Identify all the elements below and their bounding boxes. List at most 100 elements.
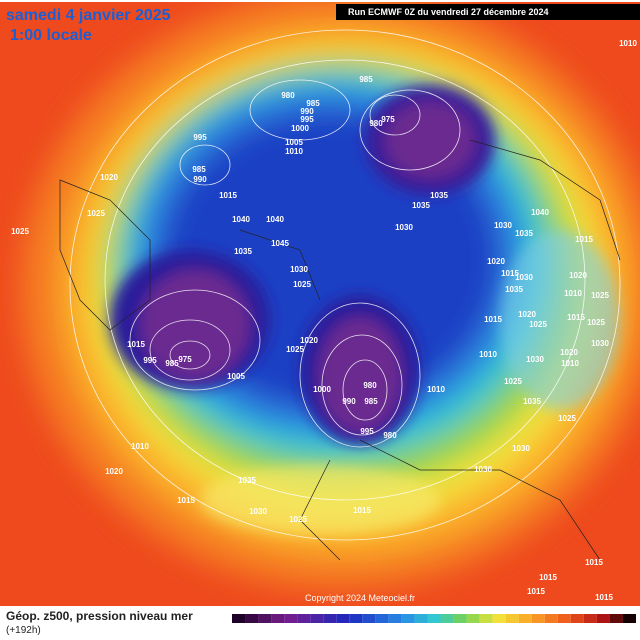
isobar-label: 1005 — [285, 138, 303, 147]
local-time: 1:00 locale — [10, 27, 92, 44]
isobar-label: 1040 — [232, 215, 250, 224]
colorbar-swatch — [492, 614, 506, 623]
colorbar-label: 532 — [352, 626, 361, 632]
isobar-label: 1035 — [238, 476, 256, 485]
isobar-label: 1025 — [87, 209, 105, 218]
colorbar-swatch — [622, 614, 636, 623]
colorbar-swatch — [531, 614, 545, 623]
isobar-label: 1000 — [291, 124, 309, 133]
isobar-label: 975 — [381, 115, 395, 124]
isobar-label: 1020 — [518, 310, 536, 319]
isobar-label: 1030 — [591, 339, 609, 348]
colorbar-label: 588 — [534, 626, 543, 632]
isobar-label: 1030 — [512, 444, 530, 453]
isobar-label: 1015 — [353, 506, 371, 515]
isobar-label: 1020 — [569, 271, 587, 280]
isobar-label: 1045 — [271, 239, 289, 248]
isobar-label: 980 — [369, 119, 383, 128]
isobar-label: 1015 — [575, 235, 593, 244]
colorbar-label: 476 — [234, 626, 243, 632]
colorbar-swatch — [583, 614, 597, 623]
isobar-label: 1010 — [561, 359, 579, 368]
isobar-label: 1005 — [227, 372, 245, 381]
isobar-label: 1040 — [531, 208, 549, 217]
isobar-label: 975 — [178, 355, 192, 364]
height-field — [0, 0, 640, 610]
colorbar-label: 584 — [521, 626, 530, 632]
isobar-label: 1025 — [587, 318, 605, 327]
isobar-label: 990 — [193, 175, 207, 184]
colorbar-label: 556 — [430, 626, 439, 632]
isobar-label: 1015 — [539, 573, 557, 582]
coastlines — [59, 139, 621, 561]
colorbar-swatch — [258, 614, 272, 623]
isobar-label: 1010 — [285, 147, 303, 156]
isobar-label: 985 — [359, 75, 373, 84]
isobar-label: 1035 — [505, 285, 523, 294]
isobar-label: 1030 — [526, 355, 544, 364]
isobar-label: 1040 — [266, 215, 284, 224]
colorbar-swatch — [323, 614, 337, 623]
isobar-label: 1030 — [515, 273, 533, 282]
isobar-label: 1010 — [619, 39, 637, 48]
isobar-label: 1000 — [313, 385, 331, 394]
colorbar-label: 592 — [547, 626, 556, 632]
colorbar-swatch — [596, 614, 610, 623]
isobar-label: 1010 — [564, 289, 582, 298]
isobar-label: 1020 — [300, 336, 318, 345]
isobar-label: 1020 — [487, 257, 505, 266]
run-info: Run ECMWF 0Z du vendredi 27 décembre 202… — [348, 7, 549, 17]
colorbar-label: 544 — [391, 626, 400, 632]
isobar-label: 1035 — [234, 247, 252, 256]
copyright: Copyright 2024 Meteociel.fr — [305, 593, 415, 603]
forecast-lead: (+192h) — [6, 625, 41, 636]
colorbar-label: 548 — [404, 626, 413, 632]
isobar-label: 1025 — [558, 414, 576, 423]
colorbar-swatch — [453, 614, 467, 623]
colorbar-swatch — [336, 614, 350, 623]
isobar-label: 1030 — [474, 465, 492, 474]
isobar-label: 1025 — [504, 377, 522, 386]
colorbar-label: 604 — [586, 626, 595, 632]
isobar-label: 1025 — [11, 227, 29, 236]
colorbar-swatch — [505, 614, 519, 623]
colorbar-label: 504 — [260, 626, 269, 632]
colorbar-label: 572 — [482, 626, 491, 632]
colorbar-label: 560 — [443, 626, 452, 632]
colorbar-label: 596 — [560, 626, 569, 632]
isobar-label: 1025 — [293, 280, 311, 289]
colorbar-label: 524 — [326, 626, 335, 632]
isobar-label: 1015 — [219, 191, 237, 200]
isobar-label: 1020 — [560, 348, 578, 357]
colorbar-swatch — [284, 614, 298, 623]
isobar-label: 1020 — [100, 173, 118, 182]
colorbar-swatch — [232, 614, 246, 623]
colorbar-label: 608 — [599, 626, 608, 632]
colorbar-swatch — [349, 614, 363, 623]
isobar-label: 1035 — [523, 397, 541, 406]
isobar-label: 1030 — [290, 265, 308, 274]
colorbar-label: 512 — [286, 626, 295, 632]
isobar-label: 1035 — [412, 201, 430, 210]
colorbar-swatch — [440, 614, 454, 623]
colorbar-label: 576 — [495, 626, 504, 632]
colorbar-label: 508 — [273, 626, 282, 632]
isobar-label: 1030 — [395, 223, 413, 232]
colorbar-swatch — [570, 614, 584, 623]
isobars — [69, 29, 621, 541]
colorbar-label: 516 — [300, 626, 309, 632]
colorbar-swatch — [388, 614, 402, 623]
footer-title: Géop. z500, pression niveau mer — [6, 609, 193, 623]
colorbar-label: 600 — [573, 626, 582, 632]
isobar-label: 1030 — [494, 221, 512, 230]
colorbar-swatch — [401, 614, 415, 623]
isobar-label: 995 — [360, 427, 374, 436]
isobar-label: 1015 — [127, 340, 145, 349]
isobar-label: 1025 — [289, 515, 307, 524]
colorbar-swatch — [544, 614, 558, 623]
colorbar-label: 540 — [378, 626, 387, 632]
isobar-label: 1015 — [585, 558, 603, 567]
colorbar-swatch — [362, 614, 376, 623]
colorbar-swatch — [557, 614, 571, 623]
